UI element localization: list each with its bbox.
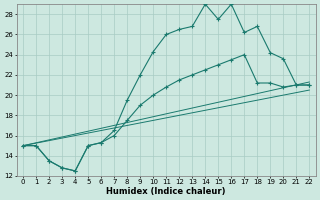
X-axis label: Humidex (Indice chaleur): Humidex (Indice chaleur) — [107, 187, 226, 196]
